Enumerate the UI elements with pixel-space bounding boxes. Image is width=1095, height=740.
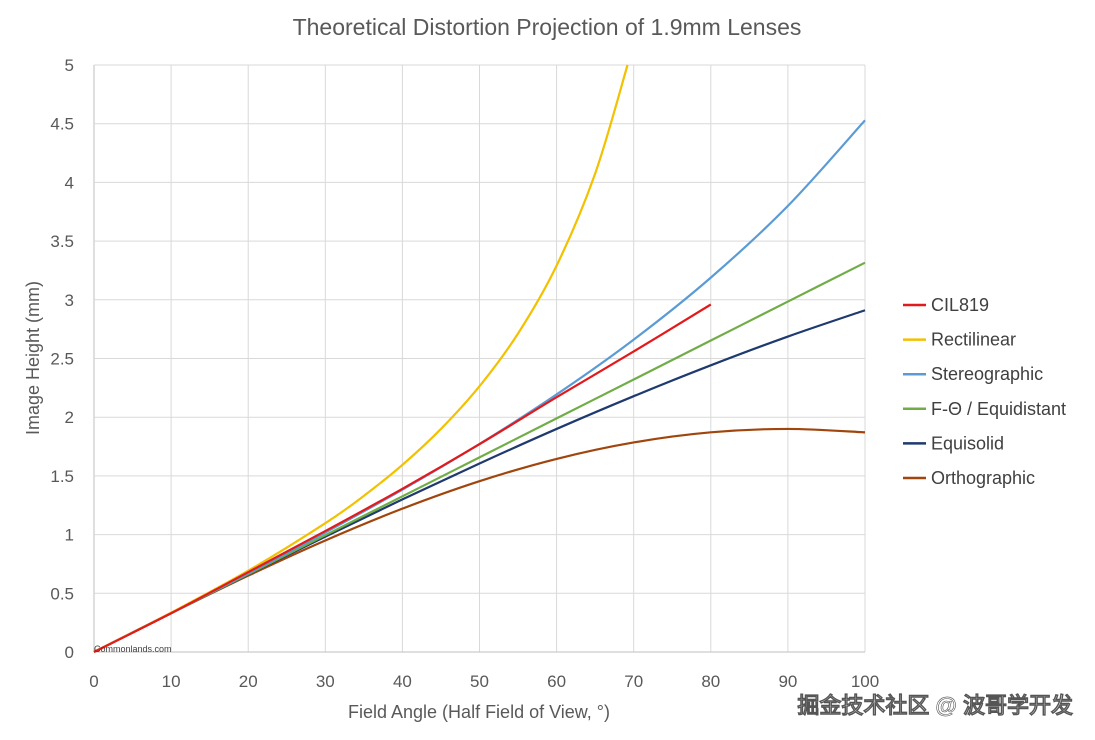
legend-label: CIL819 [931, 295, 989, 315]
chart-title: Theoretical Distortion Projection of 1.9… [293, 14, 802, 40]
x-tick-label: 60 [547, 672, 566, 691]
gridlines [93, 64, 866, 653]
y-tick-label: 1.5 [50, 467, 74, 486]
y-tick-label: 0 [65, 643, 74, 662]
y-tick-label: 1 [65, 526, 74, 545]
x-tick-label: 80 [701, 672, 720, 691]
series-lines [93, 64, 866, 653]
x-tick-label: 100 [851, 672, 879, 691]
y-tick-label: 2 [65, 408, 74, 427]
y-tick-label: 4 [65, 173, 74, 192]
legend-label: Rectilinear [931, 330, 1016, 350]
x-tick-label: 70 [624, 672, 643, 691]
credit-text: Commonlands.com [94, 644, 172, 654]
y-tick-label: 4.5 [50, 115, 74, 134]
x-tick-label: 90 [778, 672, 797, 691]
legend-label: Orthographic [931, 468, 1035, 488]
x-tick-label: 20 [239, 672, 258, 691]
x-axis-label: Field Angle (Half Field of View, °) [348, 702, 610, 722]
y-tick-label: 3 [65, 291, 74, 310]
x-axis-ticks: 0 10 20 30 40 50 60 70 80 90 100 [89, 672, 879, 691]
legend-label: F-Θ / Equidistant [931, 399, 1066, 419]
legend-label: Equisolid [931, 433, 1004, 453]
watermark-text: 掘金技术社区 @ 波哥学开发 [797, 693, 1074, 718]
y-tick-label: 3.5 [50, 232, 74, 251]
x-tick-label: 30 [316, 672, 335, 691]
legend-label: Stereographic [931, 364, 1043, 384]
x-tick-label: 50 [470, 672, 489, 691]
y-tick-label: 0.5 [50, 584, 74, 603]
y-tick-label: 5 [65, 56, 74, 75]
x-tick-label: 10 [162, 672, 181, 691]
x-tick-label: 0 [89, 672, 98, 691]
y-tick-label: 2.5 [50, 350, 74, 369]
series-line-cil819 [93, 303, 712, 653]
y-axis-label: Image Height (mm) [23, 281, 43, 435]
legend: CIL819 Rectilinear Stereographic F-Θ / Equi… [903, 295, 1066, 488]
x-tick-label: 40 [393, 672, 412, 691]
y-axis-ticks: 0 0.5 1 1.5 2 2.5 3 3.5 4 4.5 5 [50, 56, 74, 662]
